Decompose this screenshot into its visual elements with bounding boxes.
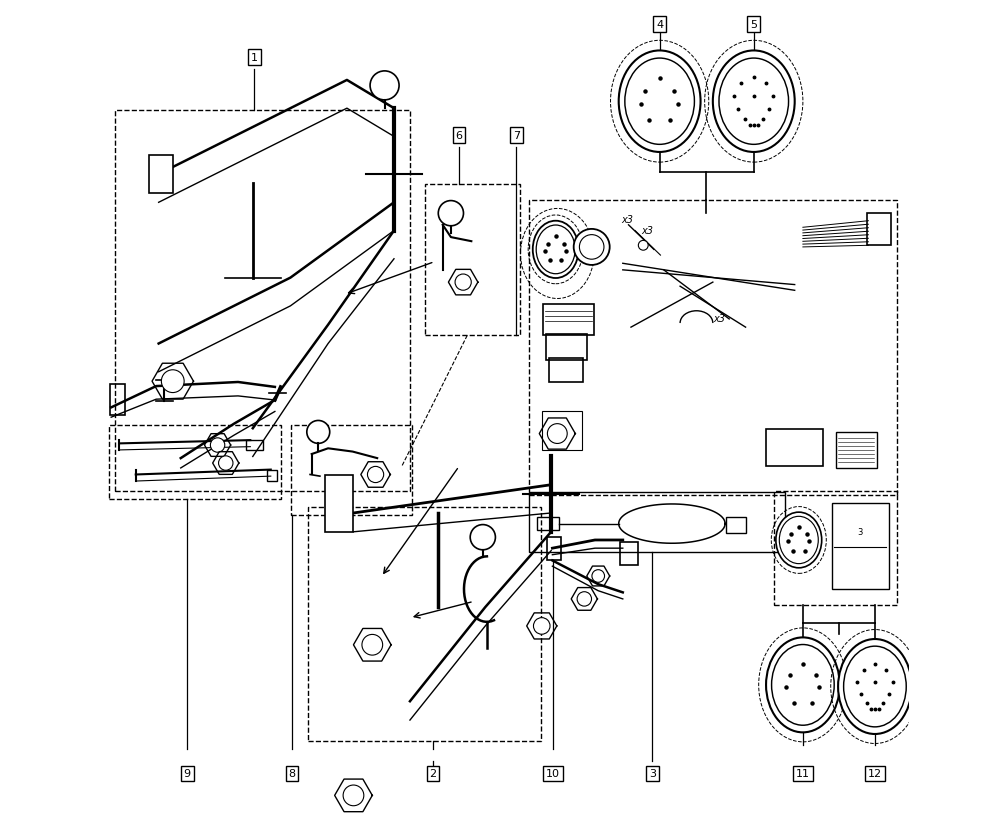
Ellipse shape [772, 645, 834, 726]
Text: 7: 7 [513, 130, 520, 141]
Bar [836, 432, 877, 468]
Ellipse shape [713, 52, 795, 153]
Circle shape [592, 570, 605, 582]
Ellipse shape [776, 513, 822, 568]
Bar [115, 111, 410, 491]
Text: 1: 1 [251, 53, 258, 63]
Circle shape [577, 592, 592, 606]
Circle shape [438, 201, 463, 227]
Ellipse shape [625, 59, 694, 145]
Bar [774, 491, 897, 606]
Circle shape [210, 438, 225, 453]
Circle shape [579, 235, 604, 260]
Bar [246, 441, 263, 450]
Bar [537, 518, 559, 531]
Circle shape [547, 424, 567, 444]
Circle shape [307, 421, 330, 444]
Circle shape [533, 618, 550, 635]
Bar [529, 201, 897, 495]
Ellipse shape [838, 640, 912, 734]
Ellipse shape [766, 638, 840, 732]
Bar [529, 493, 785, 553]
Text: x3: x3 [621, 215, 633, 225]
Ellipse shape [536, 226, 575, 274]
Bar [291, 426, 412, 516]
Circle shape [470, 525, 495, 550]
Circle shape [638, 241, 648, 251]
Circle shape [161, 370, 184, 393]
Text: 3: 3 [858, 527, 863, 536]
Bar [149, 156, 173, 193]
Ellipse shape [719, 59, 789, 145]
Text: 4: 4 [656, 20, 663, 30]
Bar [543, 305, 594, 336]
Circle shape [574, 229, 610, 265]
Text: 10: 10 [546, 768, 560, 778]
Text: 3: 3 [649, 768, 656, 778]
Bar [620, 542, 638, 565]
Text: 2: 2 [429, 768, 436, 778]
Bar [867, 213, 891, 246]
Ellipse shape [844, 646, 906, 727]
Bar [546, 334, 587, 360]
Ellipse shape [779, 517, 818, 564]
Bar [832, 504, 889, 590]
Circle shape [343, 785, 364, 806]
Circle shape [370, 72, 399, 101]
Circle shape [367, 467, 384, 483]
Text: x3: x3 [641, 226, 653, 236]
Text: 5: 5 [750, 20, 757, 30]
Circle shape [219, 456, 233, 471]
Bar [325, 476, 353, 532]
Bar [425, 184, 520, 336]
Text: 6: 6 [456, 130, 463, 141]
Bar [308, 508, 541, 740]
Text: 9: 9 [184, 768, 191, 778]
Bar [267, 470, 277, 482]
Circle shape [362, 635, 383, 655]
Bar [109, 426, 281, 500]
Bar [542, 411, 582, 450]
Ellipse shape [619, 52, 701, 153]
Text: 11: 11 [796, 768, 810, 778]
Bar [726, 518, 746, 534]
Text: x3: x3 [713, 314, 725, 324]
Bar [549, 359, 583, 382]
Bar [547, 537, 561, 561]
Bar [766, 430, 823, 467]
Text: 12: 12 [868, 768, 882, 778]
Circle shape [455, 274, 471, 291]
Ellipse shape [533, 221, 579, 278]
Text: 8: 8 [289, 768, 296, 778]
Bar [110, 385, 125, 415]
